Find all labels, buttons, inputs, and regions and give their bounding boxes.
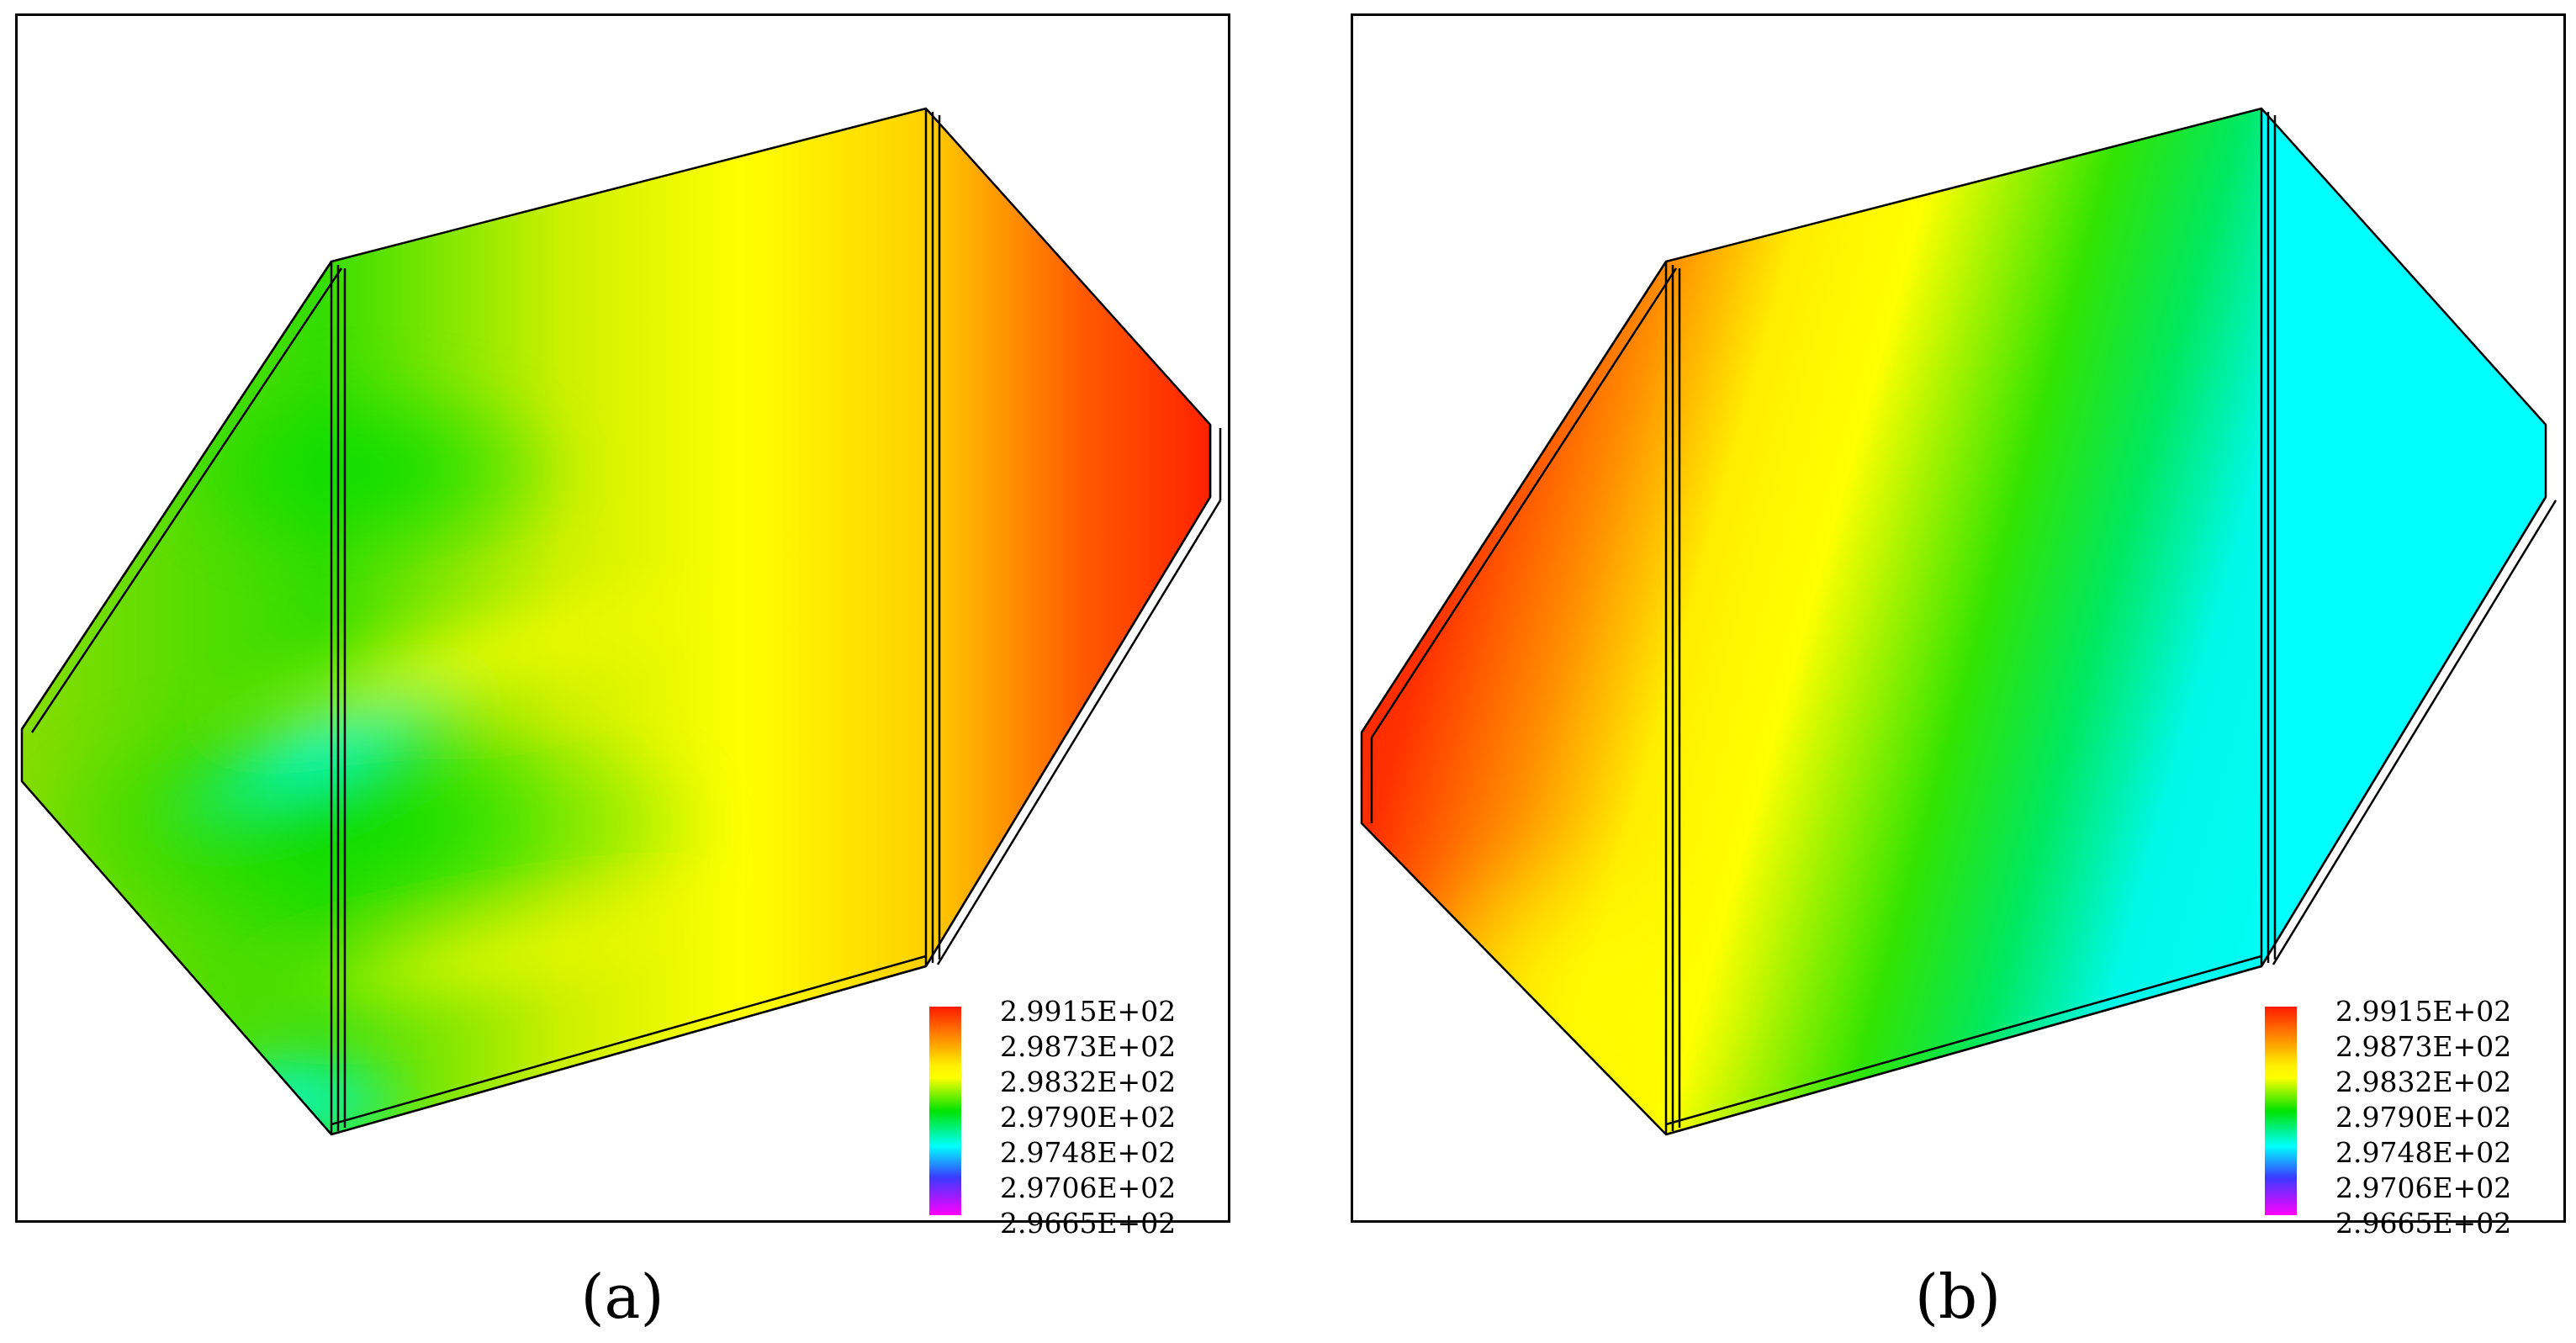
legend-color-bar-a [929, 1007, 961, 1215]
contour-plot-panel-a: 2.9915E+02 2.9873E+02 2.9832E+02 2.9790E… [15, 13, 1230, 1240]
color-legend-a: 2.9915E+02 2.9873E+02 2.9832E+02 2.9790E… [929, 994, 1215, 1240]
legend-label: 2.9915E+02 [2335, 995, 2512, 1028]
legend-color-bar-b [2265, 1007, 2297, 1215]
temperature-field-b [1360, 107, 2557, 1136]
legend-label: 2.9706E+02 [2335, 1171, 2512, 1204]
legend-label: 2.9706E+02 [1000, 1171, 1177, 1204]
field-shape-a [22, 108, 1210, 1134]
legend-label: 2.9915E+02 [1000, 995, 1177, 1028]
color-legend-b: 2.9915E+02 2.9873E+02 2.9832E+02 2.9790E… [2265, 994, 2551, 1240]
legend-label: 2.9873E+02 [2335, 1030, 2512, 1063]
legend-label: 2.9665E+02 [1000, 1207, 1177, 1240]
legend-label: 2.9873E+02 [1000, 1030, 1177, 1063]
legend-label: 2.9832E+02 [1000, 1065, 1177, 1098]
panel-caption-b: (b) [1914, 1261, 2002, 1332]
temperature-field-a [20, 107, 1222, 1136]
contour-plot-panel-b: 2.9915E+02 2.9873E+02 2.9832E+02 2.9790E… [1351, 13, 2566, 1240]
legend-label: 2.9790E+02 [1000, 1101, 1177, 1134]
legend-label: 2.9748E+02 [2335, 1136, 2512, 1169]
legend-label: 2.9832E+02 [2335, 1065, 2512, 1098]
geometry-outline-b [1360, 107, 2557, 1136]
legend-label: 2.9790E+02 [2335, 1101, 2512, 1134]
legend-label: 2.9748E+02 [1000, 1136, 1177, 1169]
legend-label: 2.9665E+02 [2335, 1207, 2512, 1240]
geometry-outline-a [20, 107, 1222, 1136]
panel-caption-a: (a) [580, 1261, 664, 1332]
